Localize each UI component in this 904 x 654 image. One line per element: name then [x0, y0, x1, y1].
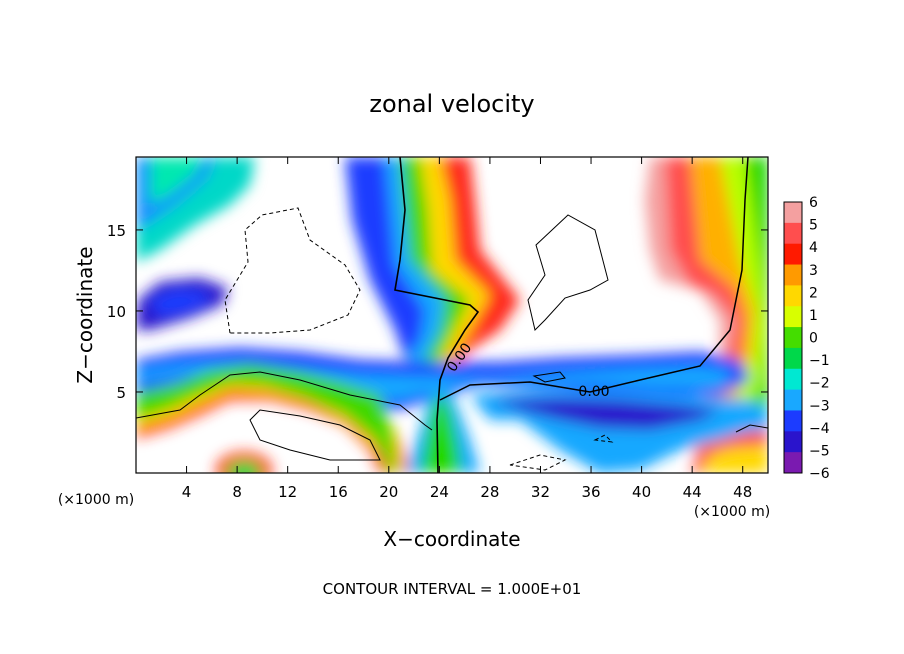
x-tick-label: 28	[480, 483, 499, 501]
colorbar-tick-label: 6	[809, 195, 818, 211]
colorbar-tick-label: 4	[809, 240, 818, 256]
colorbar-tick-label: −5	[809, 443, 830, 459]
colorbar-tick-label: −2	[809, 376, 830, 392]
x-axis-label: X−coordinate	[383, 527, 520, 551]
x-tick-label: 4	[182, 483, 192, 501]
x-tick-label: 36	[581, 483, 600, 501]
colorbar-swatch	[784, 306, 802, 328]
x-axis: 4 8 12 16 20 24 28 32 36 40 44 48	[182, 157, 752, 501]
y-tick-label: 15	[107, 222, 126, 240]
colorbar-swatch	[784, 285, 802, 307]
colorbar-tick-label: 0	[809, 331, 818, 347]
colorbar-swatch	[784, 243, 802, 266]
colorbar-frame	[783, 201, 803, 474]
colorbar-tick-label: 3	[809, 263, 818, 279]
colorbar-swatch	[784, 202, 802, 224]
x-tick-label: 20	[379, 483, 398, 501]
colorbar: 6 5 4 3 2 1 0 −1 −2 −3 −4 −5 −6	[783, 195, 830, 482]
colorbar-swatch	[784, 222, 802, 245]
colorbar-swatch	[784, 327, 802, 349]
chart-title: zonal velocity	[369, 90, 534, 118]
colorbar-tick-label: 5	[809, 218, 818, 234]
x-tick-label: 32	[531, 483, 550, 501]
colorbar-tick-label: 1	[809, 308, 818, 324]
z-unit-label: (×1000 m)	[58, 492, 134, 508]
x-tick-label: 24	[430, 483, 449, 501]
y-tick-label: 10	[107, 303, 126, 321]
y-tick-label: 5	[116, 384, 126, 402]
colorbar-tick-label: −4	[809, 421, 830, 437]
y-axis-label: Z−coordinate	[73, 246, 97, 383]
x-tick-label: 8	[232, 483, 242, 501]
y-axis: 5 10 15	[107, 222, 768, 402]
x-tick-label: 12	[278, 483, 297, 501]
colorbar-tick-label: 2	[809, 285, 818, 301]
colorbar-swatch	[784, 264, 802, 286]
velocity-field	[136, 157, 768, 473]
colorbar-swatch	[784, 452, 802, 474]
footer-contour-interval: CONTOUR INTERVAL = 1.000E+01	[323, 580, 582, 598]
colorbar-tick-label: −3	[809, 398, 830, 414]
colorbar-swatch	[784, 389, 802, 411]
x-tick-label: 16	[329, 483, 348, 501]
x-unit-label: (×1000 m)	[694, 504, 770, 520]
colorbar-swatch	[784, 410, 802, 432]
x-tick-label: 40	[632, 483, 651, 501]
colorbar-tick-label: −6	[809, 466, 830, 482]
x-tick-label: 48	[733, 483, 752, 501]
x-tick-label: 44	[683, 483, 702, 501]
colorbar-swatch	[784, 368, 802, 391]
contour-label: 0.00	[578, 384, 609, 400]
plot-frame	[135, 156, 769, 474]
colorbar-tick-label: −1	[809, 353, 830, 369]
colorbar-swatch	[784, 431, 802, 453]
colorbar-swatch	[784, 347, 802, 370]
